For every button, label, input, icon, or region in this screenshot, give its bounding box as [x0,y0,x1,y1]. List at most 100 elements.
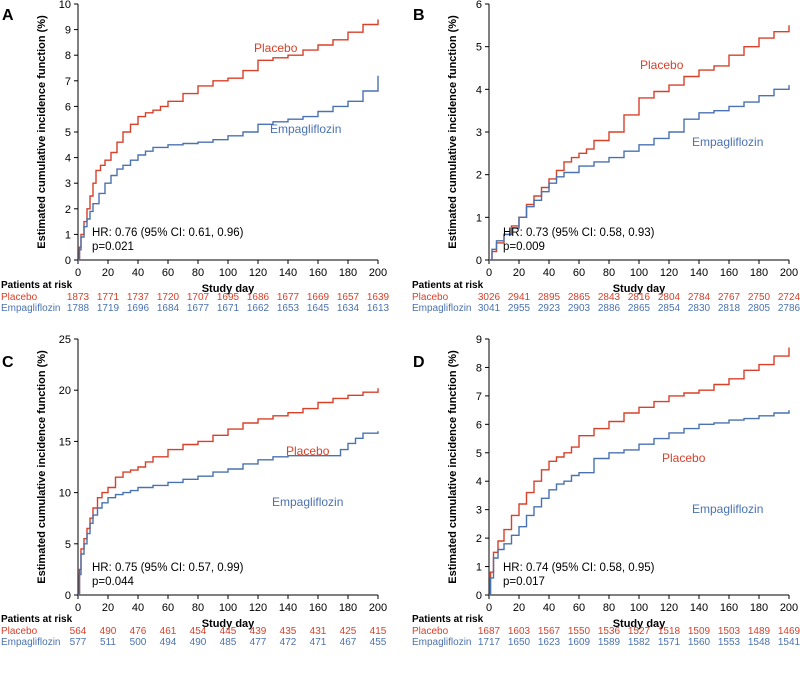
risk-value-placebo: 1873 [67,292,90,303]
risk-value-empagliflozin: 1613 [367,303,390,314]
y-tick-label: 1 [65,229,71,241]
panel-label: B [413,7,425,24]
series-label-empagliflozin: Empagliflozin [270,122,341,136]
x-tick-label: 160 [309,602,327,614]
series-label-empagliflozin: Empagliflozin [692,135,763,149]
y-tick-label: 9 [65,25,71,37]
x-tick-label: 0 [75,602,81,614]
p-value-annotation: p=0.009 [503,241,545,253]
risk-value-placebo: 1603 [508,626,531,637]
risk-row-label-empagliflozin: Empagliflozin [412,303,471,314]
series-line-placebo [78,19,379,261]
x-tick-label: 200 [780,602,798,614]
risk-value-placebo: 1639 [367,292,390,303]
risk-value-placebo: 415 [370,626,387,637]
risk-value-placebo: 461 [160,626,177,637]
risk-value-placebo: 1489 [748,626,771,637]
y-tick-label: 2 [65,204,71,216]
hr-annotation: HR: 0.73 (95% CI: 0.58, 0.93) [503,227,655,239]
x-tick-label: 120 [660,602,678,614]
y-tick-label: 5 [476,42,482,54]
risk-value-empagliflozin: 1609 [568,637,591,648]
risk-value-empagliflozin: 2830 [688,303,711,314]
risk-value-empagliflozin: 1571 [658,637,681,648]
x-tick-label: 180 [750,602,768,614]
panel-label: A [2,7,14,24]
risk-value-placebo: 1503 [718,626,741,637]
y-tick-label: 3 [476,127,482,139]
risk-value-empagliflozin: 1677 [187,303,210,314]
risk-value-placebo: 2843 [598,292,621,303]
risk-value-empagliflozin: 467 [340,637,357,648]
x-tick-label: 60 [162,267,174,279]
p-value-annotation: p=0.044 [92,576,134,588]
y-tick-label: 4 [476,84,482,96]
risk-table-header: Patients at risk [1,614,73,625]
risk-table-header: Patients at risk [412,614,484,625]
risk-row-label-placebo: Placebo [412,292,449,303]
risk-value-placebo: 476 [130,626,147,637]
x-tick-label: 20 [513,267,525,279]
x-axis-title: Study day [613,283,666,295]
risk-value-placebo: 1687 [478,626,501,637]
risk-value-empagliflozin: 1717 [478,637,501,648]
x-tick-label: 140 [279,602,297,614]
risk-value-empagliflozin: 1589 [598,637,621,648]
risk-value-empagliflozin: 2805 [748,303,771,314]
risk-value-empagliflozin: 490 [190,637,207,648]
x-tick-label: 40 [132,267,144,279]
y-tick-label: 8 [65,50,71,62]
risk-table-header: Patients at risk [412,280,484,291]
risk-value-empagliflozin: 2786 [778,303,800,314]
y-tick-label: 7 [476,391,482,403]
panel-d: D 0 1 2 3 4 5 6 7 8 9 0 20 40 60 80 100 120 140 160 180 200 St… [412,334,800,648]
y-tick-label: 4 [65,153,71,165]
x-tick-label: 0 [75,267,81,279]
risk-value-placebo: 1536 [598,626,621,637]
y-axis-title: Estimated cumulative incidence function … [447,15,459,249]
risk-value-empagliflozin: 1541 [778,637,800,648]
risk-value-placebo: 2724 [778,292,800,303]
x-tick-label: 100 [630,267,648,279]
y-tick-label: 4 [476,476,482,488]
y-tick-label: 10 [59,0,71,11]
x-tick-label: 80 [192,602,204,614]
y-axis-title: Estimated cumulative incidence function … [36,350,48,584]
y-tick-label: 6 [476,419,482,431]
x-axis-title: Study day [613,618,666,630]
x-axis-title: Study day [202,618,255,630]
x-tick-label: 200 [369,267,387,279]
y-tick-label: 7 [65,76,71,88]
risk-value-placebo: 2941 [508,292,531,303]
y-tick-label: 0 [476,255,482,267]
risk-value-empagliflozin: 1653 [277,303,300,314]
panel-label: D [413,354,425,371]
risk-row-label-placebo: Placebo [1,292,38,303]
risk-value-placebo: 2750 [748,292,771,303]
risk-value-placebo: 454 [190,626,207,637]
risk-row-label-empagliflozin: Empagliflozin [412,637,471,648]
risk-value-empagliflozin: 1662 [247,303,270,314]
panel-c: C 0 5 10 15 20 25 0 20 40 60 80 100 120 140 160 180 200 St… [1,334,387,648]
y-tick-label: 5 [476,448,482,460]
x-tick-label: 160 [309,267,327,279]
x-tick-label: 80 [603,267,615,279]
hr-annotation: HR: 0.74 (95% CI: 0.58, 0.95) [503,562,655,574]
x-tick-label: 60 [573,267,585,279]
risk-value-empagliflozin: 472 [280,637,297,648]
risk-value-placebo: 1720 [157,292,180,303]
y-tick-label: 0 [65,590,71,602]
x-tick-label: 140 [279,267,297,279]
p-value-annotation: p=0.017 [503,576,545,588]
x-tick-label: 60 [162,602,174,614]
risk-value-empagliflozin: 2818 [718,303,741,314]
risk-value-empagliflozin: 511 [100,637,116,648]
risk-value-placebo: 1771 [97,292,120,303]
risk-value-empagliflozin: 1553 [718,637,741,648]
series-label-placebo: Placebo [662,451,706,465]
y-tick-label: 9 [476,334,482,346]
y-tick-label: 3 [476,505,482,517]
y-tick-label: 8 [476,362,482,374]
risk-value-empagliflozin: 1634 [337,303,360,314]
series-label-placebo: Placebo [254,41,298,55]
